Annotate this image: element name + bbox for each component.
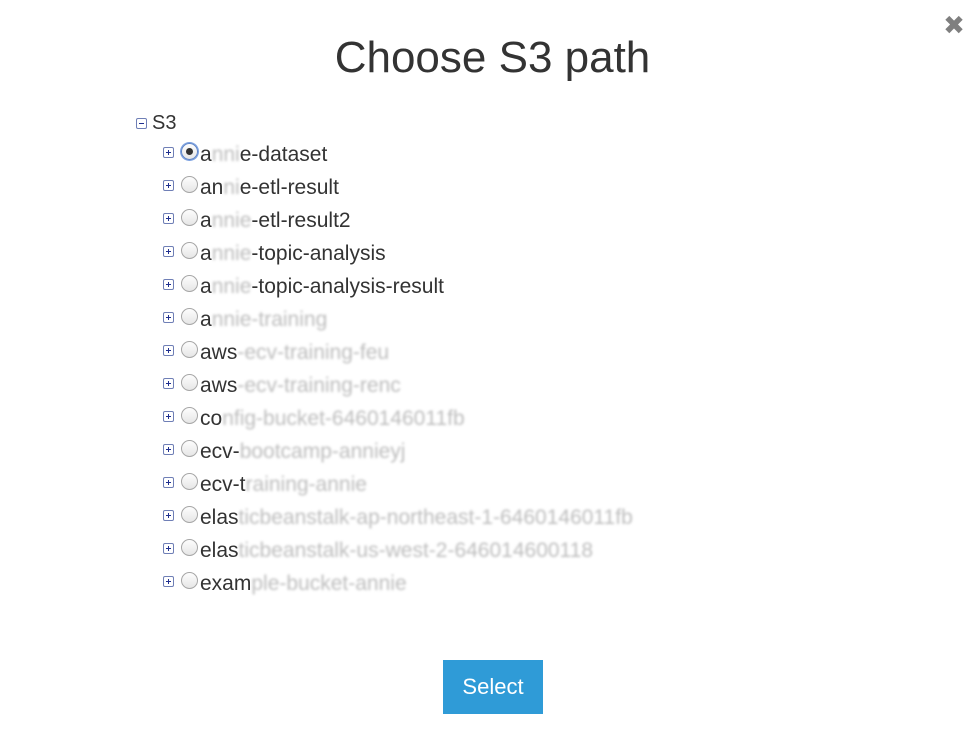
bucket-label-suffix: e-etl-result — [239, 176, 339, 199]
expand-plus-icon[interactable] — [163, 477, 174, 488]
bucket-label-prefix: elas — [200, 506, 239, 529]
bucket-node: ecv-training-annie — [163, 473, 633, 506]
bucket-node: annie-topic-analysis-result — [163, 275, 633, 308]
bucket-label[interactable]: annie-dataset — [200, 143, 327, 167]
bucket-label-obscured: nni — [211, 143, 240, 166]
bucket-label-obscured: ticbeanstalk-us-west-2-646014600118 — [238, 539, 594, 562]
expand-plus-icon[interactable] — [163, 411, 174, 422]
bucket-label-suffix: -topic-analysis — [251, 242, 386, 265]
bucket-label-obscured: ticbeanstalk-ap-northeast-1-6460146011fb — [238, 506, 633, 529]
bucket-label-prefix: elas — [200, 539, 239, 562]
expand-plus-icon[interactable] — [163, 312, 174, 323]
bucket-label-prefix: an — [200, 176, 224, 199]
bucket-label-obscured: nnie — [211, 275, 252, 298]
bucket-label-prefix: exam — [200, 572, 252, 595]
bucket-radio[interactable] — [181, 572, 198, 589]
close-x-icon[interactable]: ✖ — [943, 10, 965, 40]
bucket-label-suffix: -topic-analysis-result — [251, 275, 444, 298]
bucket-label-obscured: -ecv-training-renc — [237, 374, 401, 397]
bucket-label[interactable]: annie-training — [200, 308, 327, 332]
expand-plus-icon[interactable] — [163, 180, 174, 191]
bucket-label-suffix: e-dataset — [239, 143, 328, 166]
bucket-radio[interactable] — [181, 473, 198, 490]
bucket-radio[interactable] — [181, 407, 198, 424]
bucket-radio[interactable] — [181, 374, 198, 391]
bucket-label-obscured: nnie-training — [211, 308, 328, 331]
bucket-node: example-bucket-annie — [163, 572, 633, 605]
s3-tree: S3 annie-dataset annie-etl-result annie-et… — [136, 110, 633, 595]
tree-root-s3: S3 — [136, 110, 176, 136]
tree-root-label: S3 — [152, 111, 177, 134]
dialog-title: Choose S3 path — [334, 33, 651, 82]
bucket-label[interactable]: annie-topic-analysis-result — [200, 275, 444, 299]
bucket-label-prefix: ecv-t — [200, 473, 246, 496]
expand-plus-icon[interactable] — [163, 345, 174, 356]
bucket-label[interactable]: annie-etl-result — [200, 176, 339, 200]
bucket-radio[interactable] — [181, 275, 198, 292]
bucket-label[interactable]: example-bucket-annie — [200, 572, 407, 596]
bucket-list: annie-dataset annie-etl-result annie-etl-r… — [163, 143, 633, 605]
bucket-radio[interactable] — [181, 209, 198, 226]
bucket-node: elasticbeanstalk-ap-northeast-1-64601460… — [163, 506, 633, 539]
bucket-label[interactable]: elasticbeanstalk-us-west-2-646014600118 — [200, 539, 593, 563]
bucket-label-obscured: nnie — [211, 242, 252, 265]
expand-plus-icon[interactable] — [163, 510, 174, 521]
bucket-node: annie-etl-result — [163, 176, 633, 209]
bucket-radio[interactable] — [181, 506, 198, 523]
bucket-label[interactable]: aws-ecv-training-renc — [200, 374, 401, 398]
collapse-minus-icon[interactable] — [136, 117, 147, 129]
bucket-label-obscured: nfig-bucket-6460146011fb — [222, 407, 465, 430]
bucket-label-prefix: a — [200, 143, 212, 166]
bucket-label-obscured: ni — [223, 176, 240, 199]
bucket-label[interactable]: annie-etl-result2 — [200, 209, 351, 233]
bucket-label[interactable]: config-bucket-6460146011fb — [200, 407, 465, 431]
bucket-label[interactable]: ecv-bootcamp-annieyj — [200, 440, 405, 464]
bucket-radio[interactable] — [181, 308, 198, 325]
bucket-label-obscured: bootcamp-annieyj — [239, 440, 406, 463]
bucket-radio[interactable] — [181, 440, 198, 457]
expand-plus-icon[interactable] — [163, 147, 174, 158]
bucket-radio[interactable] — [181, 143, 198, 160]
bucket-node: config-bucket-6460146011fb — [163, 407, 633, 440]
bucket-radio[interactable] — [181, 176, 198, 193]
select-button[interactable]: Select — [443, 660, 543, 714]
bucket-label-obscured: ple-bucket-annie — [251, 572, 407, 595]
bucket-label-prefix: aws — [200, 341, 238, 364]
bucket-label-prefix: a — [200, 275, 212, 298]
bucket-label-obscured: nnie — [211, 209, 252, 232]
expand-plus-icon[interactable] — [163, 279, 174, 290]
bucket-node: annie-dataset — [163, 143, 633, 176]
bucket-label-obscured: raining-annie — [245, 473, 367, 496]
bucket-label-prefix: ecv- — [200, 440, 240, 463]
bucket-label[interactable]: ecv-training-annie — [200, 473, 367, 497]
bucket-label-prefix: a — [200, 308, 212, 331]
bucket-radio[interactable] — [181, 242, 198, 259]
bucket-label-prefix: a — [200, 209, 212, 232]
expand-plus-icon[interactable] — [163, 576, 174, 587]
bucket-radio[interactable] — [181, 341, 198, 358]
expand-plus-icon[interactable] — [163, 378, 174, 389]
bucket-node: annie-topic-analysis — [163, 242, 633, 275]
bucket-node: annie-etl-result2 — [163, 209, 633, 242]
bucket-label-suffix: -etl-result2 — [251, 209, 351, 232]
bucket-label-prefix: a — [200, 242, 212, 265]
bucket-label-prefix: co — [200, 407, 223, 430]
expand-plus-icon[interactable] — [163, 213, 174, 224]
expand-plus-icon[interactable] — [163, 543, 174, 554]
bucket-node: ecv-bootcamp-annieyj — [163, 440, 633, 473]
bucket-node: elasticbeanstalk-us-west-2-646014600118 — [163, 539, 633, 572]
expand-plus-icon[interactable] — [163, 246, 174, 257]
bucket-label[interactable]: elasticbeanstalk-ap-northeast-1-64601460… — [200, 506, 633, 530]
bucket-label[interactable]: aws-ecv-training-feu — [200, 341, 389, 365]
expand-plus-icon[interactable] — [163, 444, 174, 455]
bucket-node: annie-training — [163, 308, 633, 341]
bucket-node: aws-ecv-training-feu — [163, 341, 633, 374]
bucket-label-prefix: aws — [200, 374, 238, 397]
bucket-label[interactable]: annie-topic-analysis — [200, 242, 386, 266]
bucket-label-obscured: -ecv-training-feu — [237, 341, 390, 364]
bucket-radio[interactable] — [181, 539, 198, 556]
bucket-node: aws-ecv-training-renc — [163, 374, 633, 407]
